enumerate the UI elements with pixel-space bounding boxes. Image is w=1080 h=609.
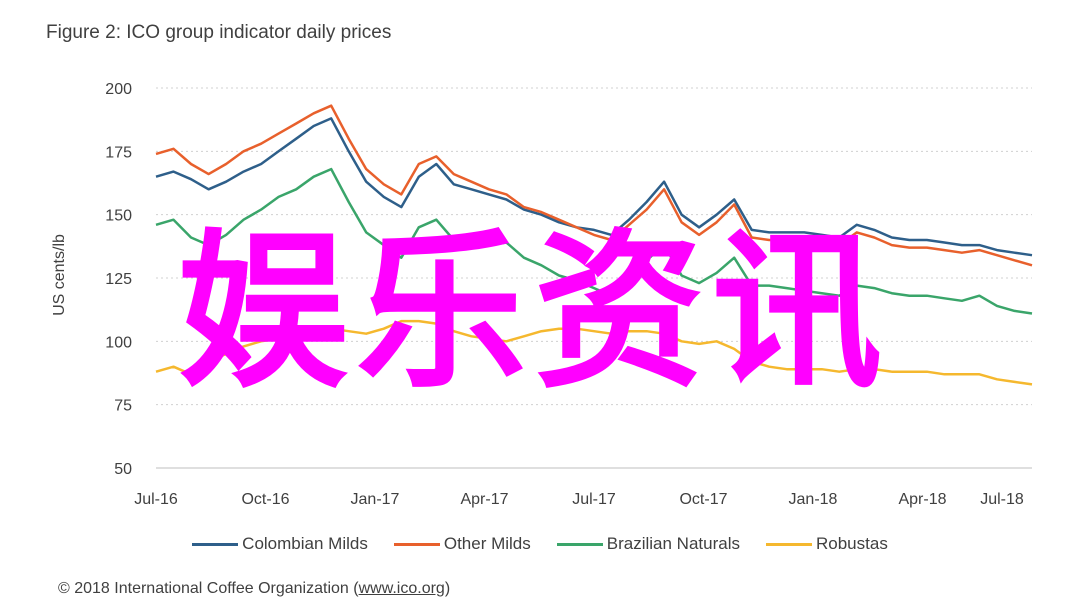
legend-swatch xyxy=(556,542,603,546)
footer-link[interactable]: www.ico.org xyxy=(358,580,445,597)
footer-close-paren: ) xyxy=(444,580,451,597)
legend-label: Robustas xyxy=(816,534,888,553)
footer-copyright: © 2018 International Coffee Organization… xyxy=(58,580,359,597)
grid-lines xyxy=(156,87,1032,469)
y-tick-label: 75 xyxy=(114,398,132,415)
overlay-watermark-text: 娱乐资讯 xyxy=(178,214,891,412)
legend-item: Other Milds xyxy=(393,534,531,554)
y-tick-labels: 50 75 100 125 150 175 200 xyxy=(105,81,132,478)
legend-item: Brazilian Naturals xyxy=(556,534,740,554)
series-line-brazilian-naturals xyxy=(155,167,1033,315)
y-tick-label: 150 xyxy=(105,208,132,225)
x-tick-label: Apr-18 xyxy=(898,491,946,508)
series-line-colombian-milds xyxy=(155,117,1033,257)
x-tick-label: Jan-17 xyxy=(351,491,400,508)
footer-credit: © 2018 International Coffee Organization… xyxy=(58,580,450,598)
series-line-robustas xyxy=(155,319,1033,386)
y-tick-label: 200 xyxy=(105,81,132,98)
legend-label: Brazilian Naturals xyxy=(606,534,740,553)
x-tick-label: Jul-16 xyxy=(134,491,178,508)
series-lines xyxy=(155,104,1033,386)
legend-swatch xyxy=(192,542,239,546)
legend-label: Other Milds xyxy=(443,534,531,553)
x-tick-label: Jan-18 xyxy=(789,491,838,508)
chart-legend: Colombian Milds Other Milds Brazilian Natu… xyxy=(0,534,1080,554)
x-tick-label: Oct-16 xyxy=(241,491,289,508)
chart-title: Figure 2: ICO group indicator daily pric… xyxy=(46,22,392,43)
legend-label: Colombian Milds xyxy=(242,534,368,553)
y-tick-label: 125 xyxy=(105,271,132,288)
x-tick-label: Apr-17 xyxy=(460,491,508,508)
legend-swatch xyxy=(393,542,440,546)
x-tick-label: Jul-18 xyxy=(980,491,1024,508)
legend-swatch xyxy=(766,542,812,546)
y-tick-label: 175 xyxy=(105,144,132,161)
y-tick-label: 100 xyxy=(105,334,132,351)
x-tick-label: Oct-17 xyxy=(679,491,727,508)
series-line-other-milds xyxy=(155,104,1033,267)
x-tick-label: Jul-17 xyxy=(572,491,616,508)
y-tick-label: 50 xyxy=(114,461,132,478)
y-axis-label: US cents/lb xyxy=(51,234,68,316)
legend-item: Colombian Milds xyxy=(192,534,368,554)
x-tick-labels: Jul-16 Oct-16 Jan-17 Apr-17 Jul-17 Oct-17 Jan-… xyxy=(134,491,1024,508)
legend-item: Robustas xyxy=(766,534,888,554)
